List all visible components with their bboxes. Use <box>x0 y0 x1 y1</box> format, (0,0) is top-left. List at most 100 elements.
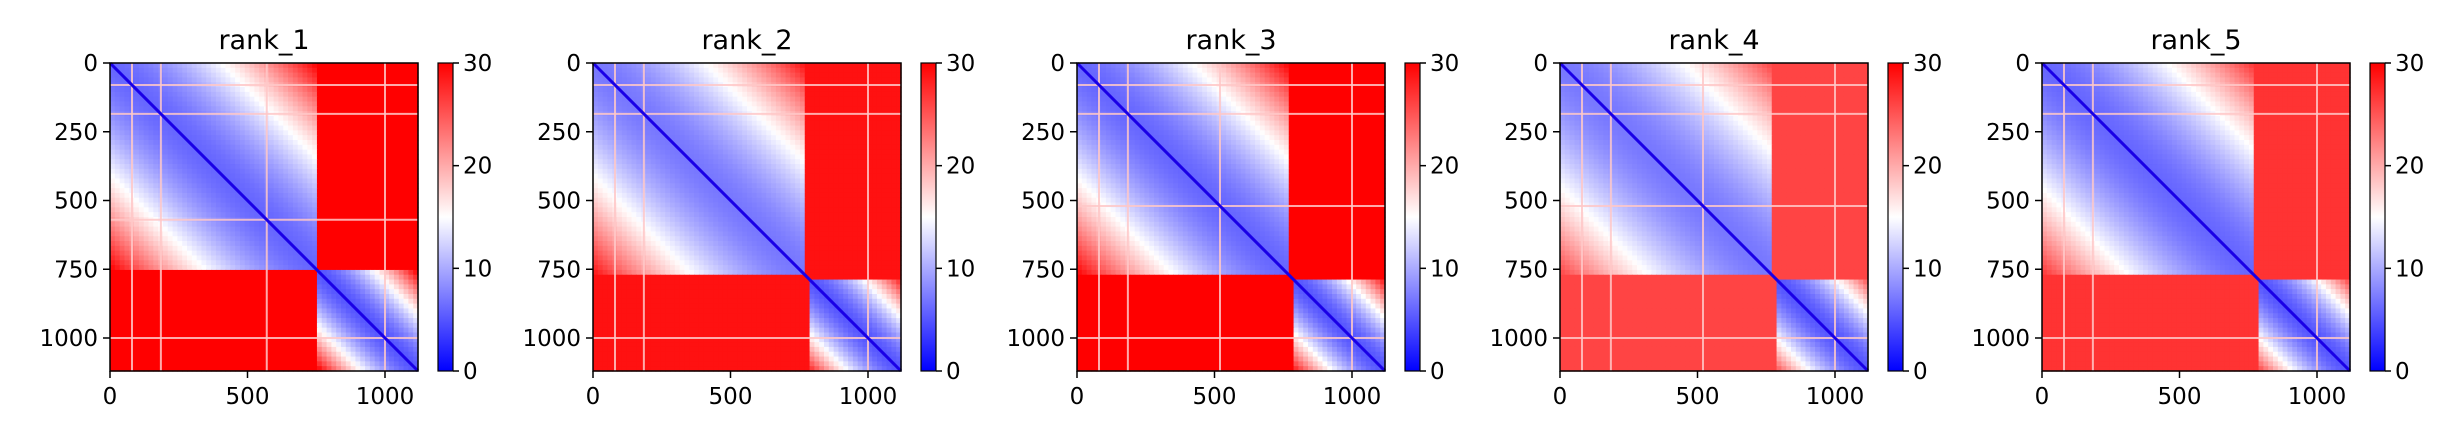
heatmap-cell <box>331 102 336 107</box>
heatmap-cell <box>144 323 149 328</box>
heatmap-cell <box>206 236 211 241</box>
heatmap-cell <box>254 227 259 232</box>
heatmap-cell <box>163 87 168 92</box>
heatmap-cell <box>399 246 404 251</box>
heatmap-cell <box>394 102 399 107</box>
heatmap-cell <box>656 63 661 68</box>
heatmap-cell <box>389 164 394 169</box>
heatmap-cell <box>399 284 404 289</box>
heatmap-cell <box>120 256 125 261</box>
heatmap-cell <box>226 342 231 347</box>
heatmap-cell <box>689 77 694 82</box>
heatmap-cell <box>110 102 115 107</box>
heatmap-cell <box>790 97 795 102</box>
heatmap-cell <box>134 140 139 145</box>
heatmap-cell <box>197 183 202 188</box>
heatmap-cell <box>365 92 370 97</box>
heatmap-cell <box>197 140 202 145</box>
heatmap-cell <box>660 87 665 92</box>
heatmap-cell <box>221 130 226 135</box>
heatmap-cell <box>389 308 394 313</box>
heatmap-cell <box>389 241 394 246</box>
heatmap-cell <box>346 150 351 155</box>
heatmap-cell <box>230 270 235 275</box>
heatmap-cell <box>375 164 380 169</box>
heatmap-cell <box>293 352 298 357</box>
heatmap-cell <box>197 284 202 289</box>
heatmap-cell <box>636 77 641 82</box>
heatmap-cell <box>283 77 288 82</box>
heatmap-cell <box>211 236 216 241</box>
heatmap-cell <box>283 179 288 184</box>
heatmap-cell <box>235 174 240 179</box>
heatmap-cell <box>303 299 308 304</box>
heatmap-cell <box>834 116 839 121</box>
heatmap-cell <box>259 246 264 251</box>
heatmap-cell <box>351 130 356 135</box>
heatmap-cell <box>853 106 858 111</box>
heatmap-cell <box>355 299 360 304</box>
heatmap-cell <box>718 97 723 102</box>
heatmap-cell <box>182 169 187 174</box>
heatmap-cell <box>351 154 356 159</box>
heatmap-cell <box>283 289 288 294</box>
heatmap-cell <box>153 265 158 270</box>
heatmap-cell <box>254 280 259 285</box>
heatmap-cell <box>375 318 380 323</box>
heatmap-cell <box>598 92 603 97</box>
heatmap-cell <box>201 231 206 236</box>
heatmap-cell <box>298 188 303 193</box>
heatmap-cell <box>216 198 221 203</box>
heatmap-cell <box>355 207 360 212</box>
heatmap-cell <box>331 357 336 362</box>
heatmap-cell <box>322 116 327 121</box>
heatmap-cell <box>153 130 158 135</box>
heatmap-cell <box>206 126 211 131</box>
heatmap-cell <box>312 121 317 126</box>
heatmap-cell <box>877 97 882 102</box>
heatmap-cell <box>177 275 182 280</box>
heatmap-cell <box>327 121 332 126</box>
heatmap-cell <box>168 135 173 140</box>
heatmap-cell <box>346 280 351 285</box>
heatmap-cell <box>771 102 776 107</box>
heatmap-cell <box>331 328 336 333</box>
heatmap-cell <box>274 236 279 241</box>
heatmap-cell <box>115 130 120 135</box>
heatmap-cell <box>216 150 221 155</box>
heatmap-cell <box>331 77 336 82</box>
heatmap-cell <box>723 97 728 102</box>
heatmap-cell <box>192 92 197 97</box>
heatmap-cell <box>168 246 173 251</box>
heatmap-cell <box>153 87 158 92</box>
heatmap-cell <box>675 106 680 111</box>
heatmap-cell <box>259 150 264 155</box>
heatmap-cell <box>408 207 413 212</box>
heatmap-cell <box>250 342 255 347</box>
heatmap-cell <box>259 145 264 150</box>
heatmap-cell <box>322 198 327 203</box>
heatmap-cell <box>728 87 733 92</box>
heatmap-cell <box>317 289 322 294</box>
heatmap-cell <box>149 164 154 169</box>
heatmap-cell <box>293 328 298 333</box>
heatmap-cell <box>288 198 293 203</box>
heatmap-cell <box>718 68 723 73</box>
heatmap-cell <box>139 270 144 275</box>
heatmap-cell <box>187 106 192 111</box>
heatmap-cell <box>259 169 264 174</box>
heatmap-cell <box>370 68 375 73</box>
heatmap-cell <box>375 198 380 203</box>
heatmap-cell <box>201 106 206 111</box>
heatmap-cell <box>110 308 115 313</box>
heatmap-cell <box>355 97 360 102</box>
heatmap-cell <box>704 73 709 78</box>
heatmap-cell <box>795 87 800 92</box>
heatmap-cell <box>120 188 125 193</box>
heatmap-cell <box>627 116 632 121</box>
heatmap-cell <box>771 87 776 92</box>
heatmap-cell <box>153 308 158 313</box>
heatmap-cell <box>149 256 154 261</box>
heatmap-cell <box>206 116 211 121</box>
heatmap-cell <box>355 260 360 265</box>
